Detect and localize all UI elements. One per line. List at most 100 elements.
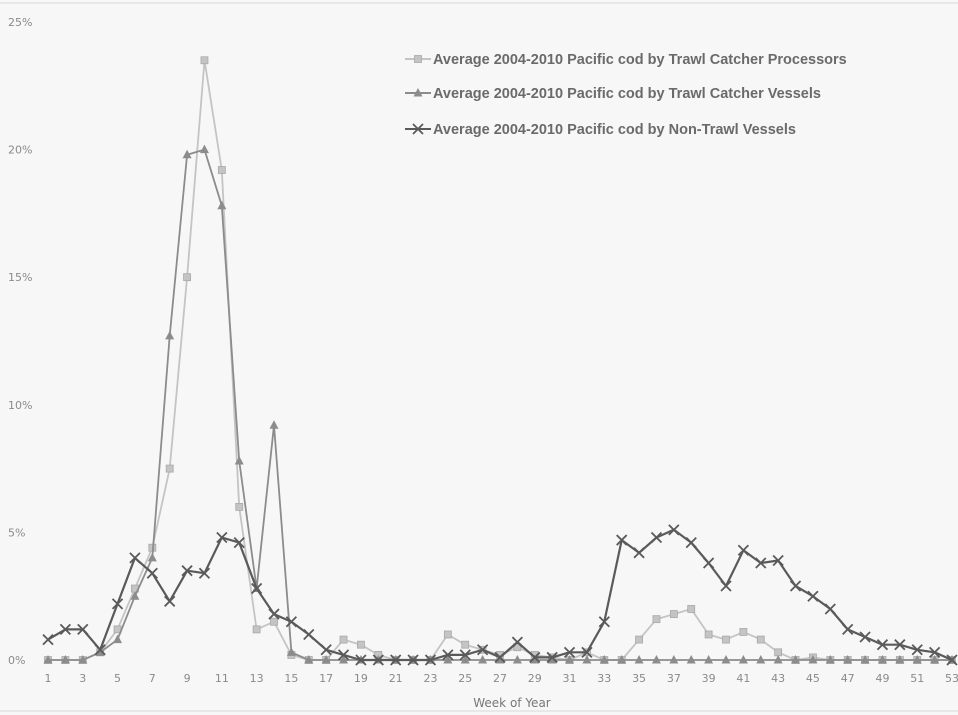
- data-point: [217, 166, 226, 174]
- data-point: [476, 644, 489, 656]
- y-tick-label: 10%: [8, 399, 32, 412]
- data-point: [443, 630, 452, 639]
- data-point: [390, 654, 402, 666]
- series-line: [48, 148, 952, 661]
- data-point: [357, 640, 365, 649]
- data-point: [633, 547, 645, 559]
- data-point: [77, 623, 89, 636]
- x-tick-label: 53: [945, 672, 958, 685]
- data-point: [635, 635, 643, 644]
- data-point: [581, 646, 593, 658]
- x-tick-label: 7: [149, 672, 156, 685]
- y-tick-label: 5%: [8, 526, 25, 539]
- data-point: [339, 655, 349, 664]
- data-point: [494, 651, 506, 664]
- data-point: [268, 608, 280, 620]
- data-point: [200, 56, 209, 65]
- data-point: [650, 531, 663, 544]
- data-point: [668, 524, 680, 536]
- data-point: [859, 631, 871, 643]
- legend-marker: [413, 88, 423, 97]
- data-point: [339, 635, 348, 644]
- data-point: [270, 617, 278, 626]
- x-tick-label: 3: [79, 672, 86, 685]
- x-tick-label: 43: [771, 672, 785, 685]
- data-point: [459, 649, 471, 661]
- legend: Average 2004-2010 Pacific cod by Trawl C…: [405, 52, 847, 138]
- data-point: [495, 655, 505, 664]
- data-point: [461, 640, 470, 649]
- x-tick-label: 25: [458, 672, 472, 685]
- data-point: [43, 655, 53, 664]
- data-point: [704, 630, 713, 639]
- x-tick-label: 49: [875, 672, 889, 685]
- data-point: [685, 536, 697, 549]
- data-point: [478, 655, 488, 664]
- data-point: [78, 655, 88, 664]
- data-point: [235, 502, 244, 511]
- data-point: [565, 655, 575, 664]
- data-point: [42, 633, 54, 646]
- legend-item: Average 2004-2010 Pacific cod by Non-Tra…: [405, 122, 796, 138]
- data-point: [774, 648, 783, 657]
- data-point: [877, 655, 887, 664]
- data-point: [755, 557, 767, 569]
- data-point: [424, 654, 437, 666]
- data-point: [442, 649, 454, 661]
- x-tick-label: 13: [250, 672, 264, 685]
- data-point: [687, 605, 696, 613]
- data-point: [721, 655, 731, 664]
- data-point: [181, 565, 193, 577]
- series-3: [42, 524, 958, 666]
- data-point: [860, 655, 870, 664]
- data-point: [130, 591, 140, 600]
- data-point: [285, 616, 298, 628]
- legend-item: Average 2004-2010 Pacific cod by Trawl C…: [405, 52, 847, 68]
- data-point: [946, 654, 958, 666]
- data-point: [807, 590, 819, 602]
- data-point: [808, 655, 818, 664]
- data-point: [702, 557, 715, 569]
- data-point: [737, 544, 750, 556]
- data-point: [59, 623, 72, 636]
- y-tick-label: 20%: [8, 144, 32, 157]
- data-point: [928, 646, 941, 658]
- x-tick-label: 11: [215, 672, 229, 685]
- data-point: [911, 644, 923, 656]
- data-point: [269, 420, 279, 429]
- series-layer: [42, 56, 958, 666]
- data-point: [598, 616, 610, 628]
- data-point: [722, 635, 730, 644]
- data-point: [165, 330, 175, 340]
- data-point: [304, 655, 314, 664]
- legend-label: Average 2004-2010 Pacific cod by Non-Tra…: [433, 122, 796, 138]
- data-point: [876, 639, 889, 651]
- data-point: [791, 655, 801, 664]
- x-tick-label: 37: [667, 672, 681, 685]
- x-axis-ticks: 1 3 5 7 9 11 13 15 17 19 21 23 25 27 29 31 33 35 37 39 41 43 4…: [45, 672, 958, 685]
- y-tick-label: 25%: [8, 16, 32, 29]
- y-tick-label: 15%: [8, 271, 32, 284]
- x-tick-label: 21: [389, 672, 403, 685]
- data-point: [460, 655, 470, 664]
- data-point: [756, 635, 765, 644]
- data-point: [669, 655, 679, 664]
- data-point: [252, 625, 261, 634]
- data-point: [652, 615, 661, 624]
- data-point: [165, 464, 174, 473]
- series-1: [44, 56, 956, 664]
- data-point: [738, 655, 748, 664]
- data-point: [930, 655, 940, 664]
- data-point: [95, 647, 105, 656]
- data-point: [233, 536, 245, 549]
- data-point: [789, 580, 802, 592]
- x-tick-label: 1: [45, 672, 52, 685]
- y-axis-ticks: 0% 5% 10% 15% 20% 25%: [8, 16, 32, 667]
- data-point: [443, 655, 453, 664]
- data-point: [843, 655, 853, 664]
- series-line: [47, 528, 953, 662]
- legend-marker: [414, 55, 422, 63]
- x-axis-title: Week of Year: [473, 696, 551, 710]
- x-tick-label: 17: [319, 672, 333, 685]
